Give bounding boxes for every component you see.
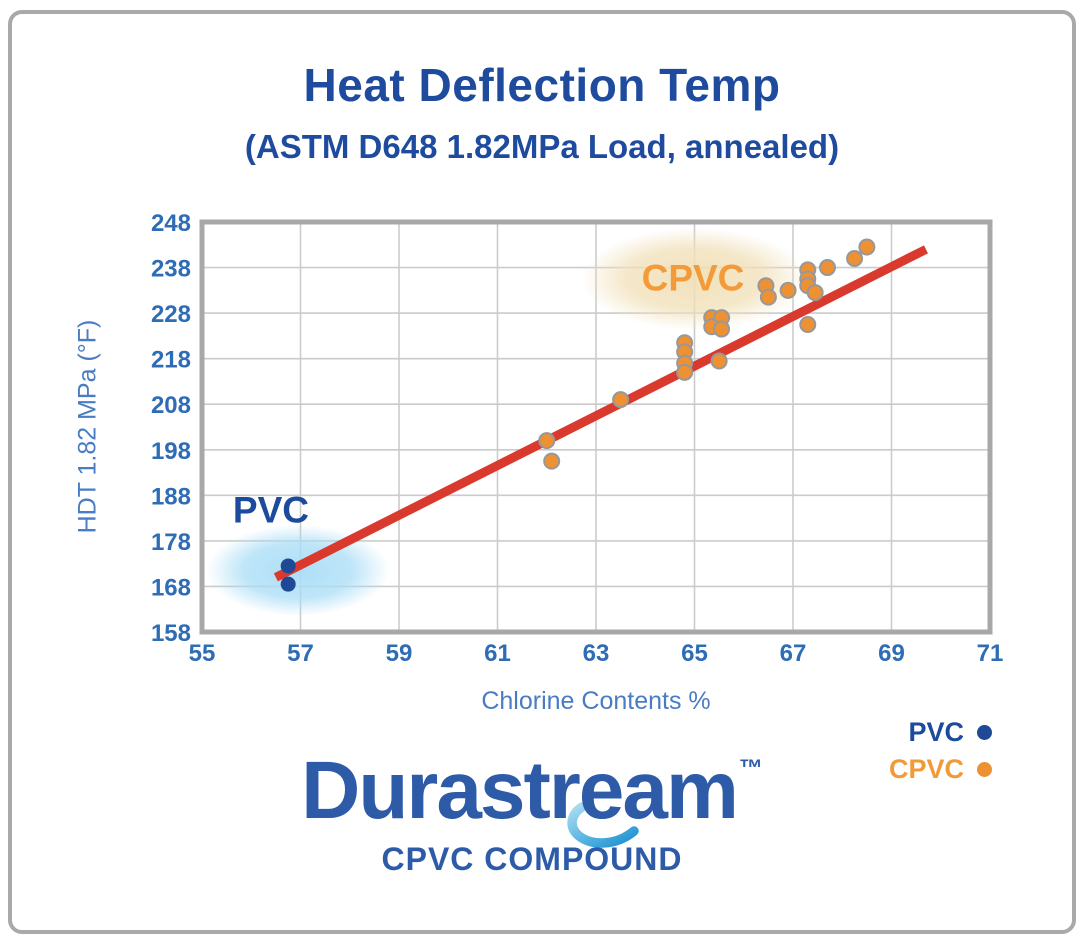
legend: PVC CPVC xyxy=(889,714,992,788)
y-tick-label: 188 xyxy=(151,483,191,510)
x-tick-label: 65 xyxy=(681,640,708,667)
card-border xyxy=(8,10,1076,934)
annotation-pvc: PVC xyxy=(233,490,309,531)
y-axis-label: HDT 1.82 MPa (°F) xyxy=(73,319,102,534)
annotation-cpvc: CPVC xyxy=(642,257,745,298)
durastream-logo: Durastream™ CPVC COMPOUND xyxy=(267,750,797,878)
plot-border xyxy=(199,219,993,635)
data-point-cpvc xyxy=(818,259,836,277)
legend-dot-cpvc-icon xyxy=(977,762,992,777)
x-axis-label: Chlorine Contents % xyxy=(481,687,711,715)
x-tick-label: 63 xyxy=(583,640,610,667)
data-point-cpvc xyxy=(710,352,728,370)
y-tick-label: 228 xyxy=(151,301,191,328)
data-point-cpvc xyxy=(846,249,864,267)
logo-swoosh-icon xyxy=(567,802,639,848)
legend-label-cpvc: CPVC xyxy=(888,754,964,784)
x-tick-label: 69 xyxy=(878,640,905,667)
x-tick-label: 71 xyxy=(977,640,1004,667)
y-tick-label: 218 xyxy=(151,347,191,374)
y-tick-label: 198 xyxy=(151,438,191,465)
y-tick-label: 158 xyxy=(151,620,191,647)
page-subtitle: (ASTM D648 1.82MPa Load, annealed) xyxy=(244,128,840,165)
y-tick-label: 208 xyxy=(151,392,191,419)
data-point-cpvc xyxy=(676,363,694,381)
data-point-pvc xyxy=(280,576,296,592)
data-point-cpvc xyxy=(713,320,731,338)
x-tick-label: 61 xyxy=(484,640,511,667)
page-title: Heat Deflection Temp xyxy=(303,59,781,111)
data-point-cpvc xyxy=(538,432,556,450)
x-tick-label: 57 xyxy=(287,640,314,667)
x-tick-label: 55 xyxy=(189,640,216,667)
highlight-ellipse-cpvc xyxy=(581,227,808,330)
x-tick-label: 67 xyxy=(780,640,807,667)
trademark-symbol: ™ xyxy=(738,755,763,782)
data-point-cpvc xyxy=(799,316,817,333)
y-tick-label: 178 xyxy=(151,529,191,556)
logo-wordmark: Durastream™ xyxy=(267,750,797,832)
data-point-cpvc xyxy=(759,288,777,306)
data-point-cpvc xyxy=(612,391,630,409)
trend-line xyxy=(273,245,929,582)
y-tick-label: 238 xyxy=(151,256,191,283)
data-point-cpvc xyxy=(858,238,876,256)
legend-item-pvc: PVC xyxy=(889,714,992,751)
data-point-cpvc xyxy=(806,284,824,302)
legend-label-pvc: PVC xyxy=(908,717,964,747)
x-tick-label: 59 xyxy=(386,640,413,667)
y-tick-label: 168 xyxy=(151,574,191,601)
y-tick-label: 248 xyxy=(151,210,191,237)
data-point-cpvc xyxy=(543,452,561,470)
data-point-pvc xyxy=(280,558,296,574)
logo-name-text: Durastream xyxy=(301,745,739,836)
data-point-cpvc xyxy=(779,281,797,299)
logo-subtitle: CPVC COMPOUND xyxy=(381,841,683,877)
legend-item-cpvc: CPVC xyxy=(889,751,992,788)
legend-dot-pvc-icon xyxy=(977,725,992,740)
